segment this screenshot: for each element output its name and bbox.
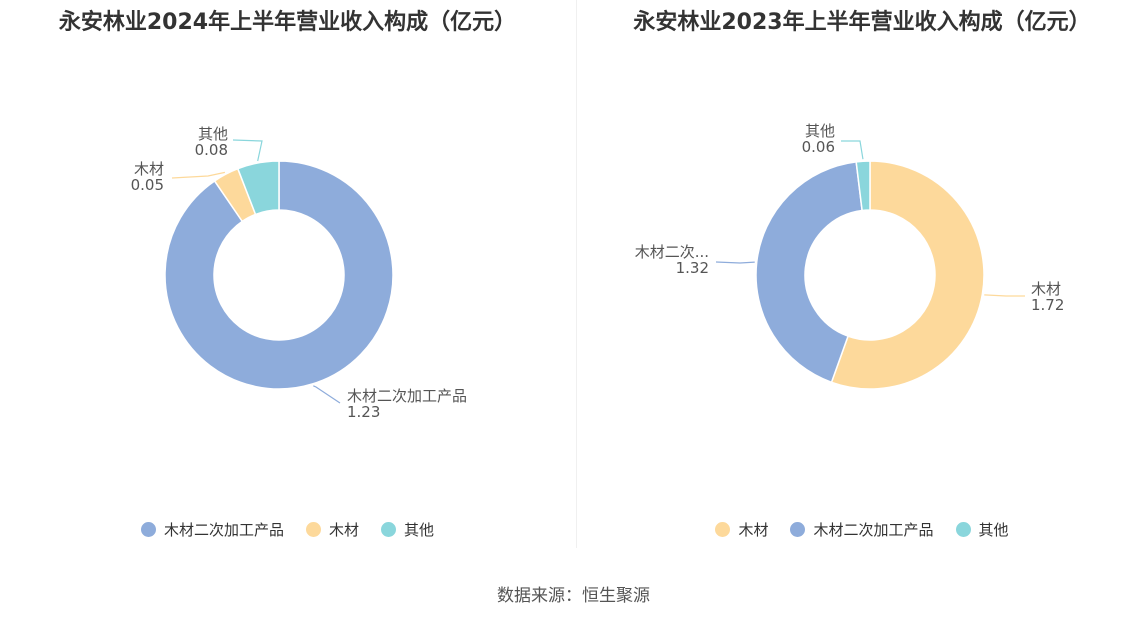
slice-label-1: 木材二次... [635,243,709,261]
data-source: 数据来源：恒生聚源 [497,586,650,606]
legend-item-1[interactable]: 木材 [305,519,359,540]
legend-label: 其他 [978,521,1009,539]
legend-swatch [715,522,731,537]
donut-chart-2023: 木材1.72 木材二次...1.32 其他0.06 [635,122,1064,390]
legend-swatch [790,522,806,537]
leader-line-0 [984,294,1025,297]
slice-value-0: 1.23 [347,403,380,421]
legend-item-2[interactable]: 其他 [955,519,1009,540]
legend-2024: 木材二次加工产品 木材 其他 [0,519,575,540]
slice-label-0: 木材 [1031,280,1061,298]
legend-item-1[interactable]: 木材二次加工产品 [790,519,934,540]
legend-swatch [305,522,321,537]
slice-label-2: 其他 [805,122,835,140]
slice-value-1: 1.32 [676,259,709,277]
leader-line-1 [715,261,755,264]
legend-label: 木材二次加工产品 [813,521,934,539]
legend-label: 木材二次加工产品 [163,521,284,539]
leader-line-1 [171,171,226,179]
legend-swatch [955,522,971,537]
pie-slice-0[interactable] [830,160,985,390]
slice-value-1: 0.05 [131,176,164,194]
pie-slice-2[interactable] [855,160,871,212]
pie-slice-2[interactable] [236,160,280,216]
panel-divider [576,0,577,548]
pie-slice-1[interactable] [755,161,863,384]
chart-panel-2024: 永安林业2024年上半年营业收入构成（亿元） 木材二次加工产品 1.23 木材 0.0… [0,0,575,560]
chart-title-2023: 永安林业2023年上半年营业收入构成（亿元） [633,10,1091,35]
leader-line-2 [841,140,864,160]
legend-label: 其他 [404,521,435,539]
slice-label-1: 木材 [134,160,164,178]
slice-value-2: 0.06 [802,138,835,156]
legend-2023: 木材 木材二次加工产品 其他 [577,519,1147,540]
legend-label: 木材 [738,521,769,539]
leader-line-0 [313,385,341,404]
leader-line-2 [232,139,263,162]
legend-item-0[interactable]: 木材 [715,519,768,540]
chart-title-2024: 永安林业2024年上半年营业收入构成（亿元） [58,10,517,35]
legend-item-2[interactable]: 其他 [381,519,434,540]
slice-value-2: 0.08 [195,141,228,159]
chart-panel-2023: 永安林业2023年上半年营业收入构成（亿元） 木材 1.72 木材二次... 1.32… [577,0,1147,560]
slice-label-0: 木材二次加工产品 [347,387,467,405]
legend-swatch [381,522,396,537]
pie-slice-0[interactable] [164,160,394,390]
legend-swatch [140,522,156,537]
slice-value-0: 1.72 [1031,296,1064,314]
slice-label-2: 其他 [198,125,228,143]
legend-label: 木材 [328,521,359,539]
legend-item-0[interactable]: 木材二次加工产品 [140,519,284,540]
